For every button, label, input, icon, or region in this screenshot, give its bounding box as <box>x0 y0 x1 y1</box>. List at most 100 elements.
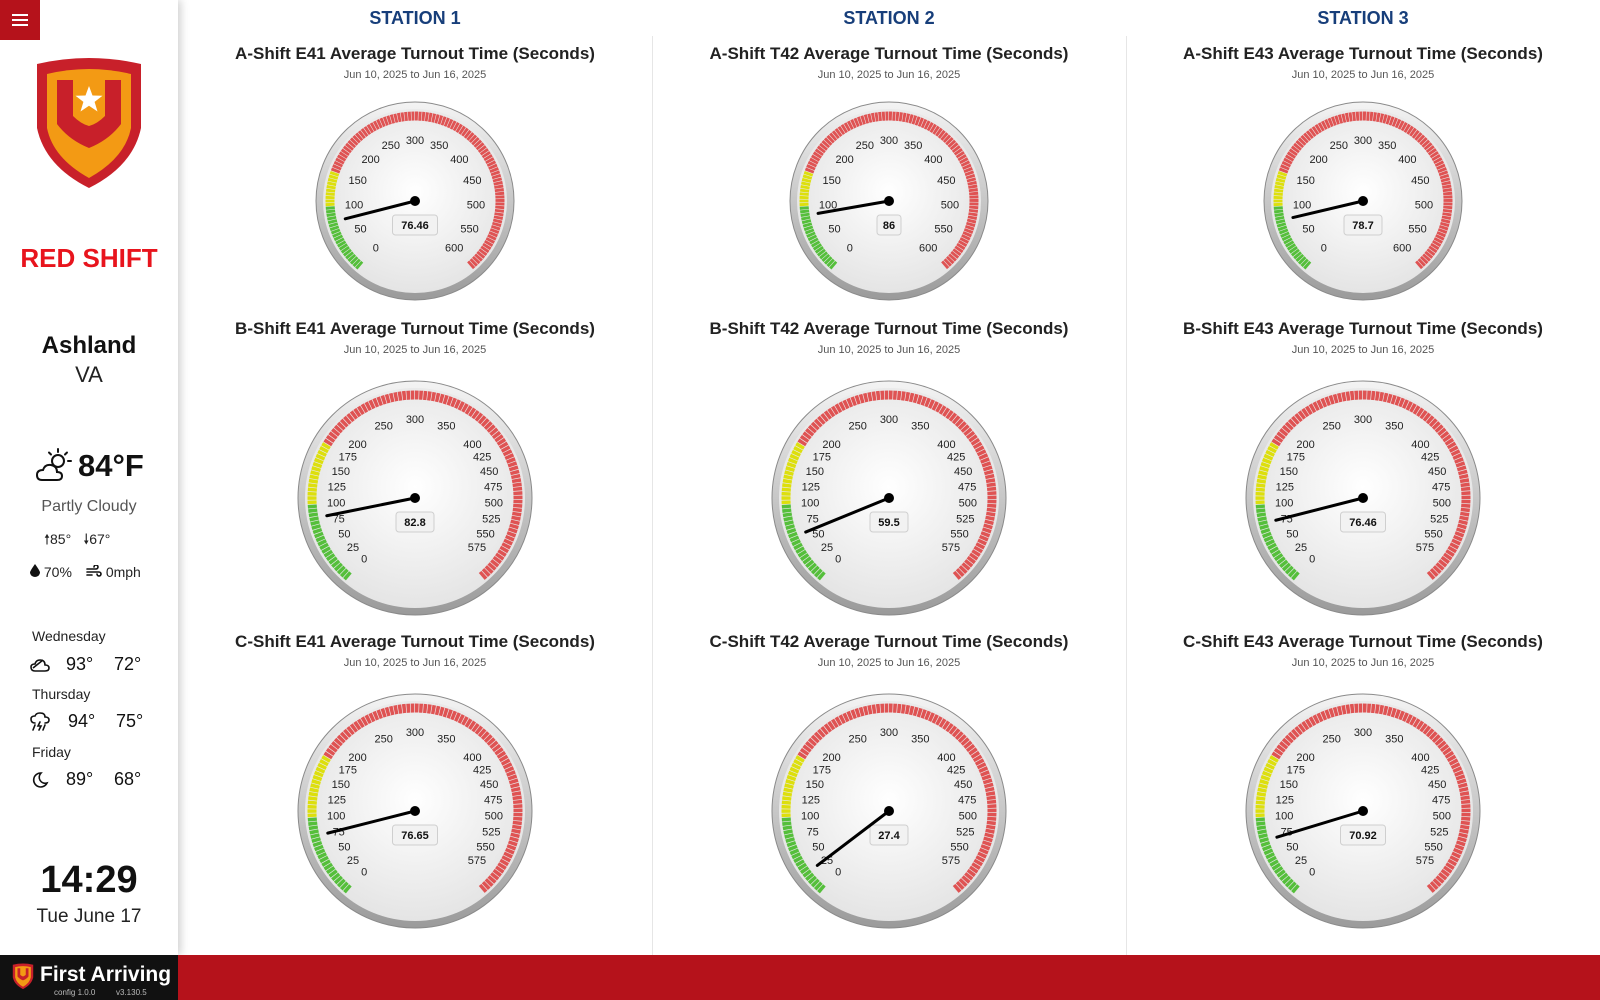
gauge-tick-label: 400 <box>463 752 481 764</box>
gauge-band-segment <box>984 473 995 480</box>
gauge-band-segment <box>1426 883 1436 893</box>
gauge-tick-label: 25 <box>1295 855 1307 867</box>
gauge-band-segment <box>810 421 820 431</box>
gauge-band-segment <box>858 393 865 404</box>
gauge-tick-label: 75 <box>333 513 345 525</box>
gauge-tick-label: 25 <box>347 542 359 554</box>
gauge-tick-label: 150 <box>822 175 840 187</box>
gauge-band-segment <box>393 392 399 402</box>
gauge-title: C-Shift T42 Average Turnout Time (Second… <box>709 632 1069 651</box>
gauge-value-box <box>395 511 435 533</box>
gauge-band-segment <box>1317 122 1325 132</box>
gauge-band-segment <box>329 225 340 232</box>
gauge-band-segment <box>368 399 376 410</box>
gauge-band-segment <box>981 527 992 534</box>
gauge-band-segment <box>1330 116 1337 126</box>
gauge-value-label: 59.5 <box>878 517 899 529</box>
gauge-band-segment <box>791 852 801 860</box>
gauge-band-segment <box>949 142 959 151</box>
gauge-tick-label: 300 <box>1354 414 1372 426</box>
gauge-band-segment <box>786 461 797 469</box>
gauge-needle <box>325 496 417 518</box>
gauge-band-segment <box>1419 136 1428 146</box>
gauge-tick-label: 475 <box>484 482 502 494</box>
gauge-band-segment <box>333 234 344 242</box>
gauge-tick-label: 575 <box>468 542 486 554</box>
gauge-tick-label: 175 <box>813 452 831 464</box>
gauge-band-segment <box>817 571 826 581</box>
gauge-band-segment <box>1440 868 1450 878</box>
gauge-value-label: 82.8 <box>404 517 425 529</box>
gauge-subtitle: Jun 10, 2025 to Jun 16, 2025 <box>817 69 961 81</box>
gauge-tick-label: 100 <box>1275 498 1293 510</box>
gauge-band-segment <box>474 412 484 422</box>
gauge-band-segment <box>983 469 994 476</box>
gauge-band-segment <box>1444 437 1455 446</box>
gauge-title: C-Shift E41 Average Turnout Time (Second… <box>235 632 595 651</box>
gauge-band-segment <box>926 121 934 132</box>
gauge-band-segment <box>957 734 967 743</box>
gauge-band-segment <box>846 397 854 408</box>
gauge-band-segment <box>461 403 469 413</box>
gauge-band-segment <box>490 170 501 177</box>
gauge-band-segment <box>506 457 516 464</box>
gauge-needle <box>1275 809 1365 839</box>
gauge-tick-label: 75 <box>807 513 819 525</box>
gauge-band-segment <box>310 470 320 476</box>
gauge-band-segment <box>384 706 391 717</box>
gauge-band-segment <box>786 840 797 848</box>
gauge-title: A-Shift T42 Average Turnout Time (Second… <box>709 44 1069 63</box>
gauge-band-segment <box>942 134 952 144</box>
gauge-band-segment <box>862 705 869 716</box>
gauge-tick-label: 50 <box>828 223 840 235</box>
gauge-tick-label: 100 <box>801 498 819 510</box>
gauge-band-segment <box>1284 565 1294 575</box>
gauge-band-segment <box>1260 840 1271 848</box>
gauge-band-segment <box>1294 412 1303 423</box>
gauge-subtitle: Jun 10, 2025 to Jun 16, 2025 <box>343 344 487 356</box>
gauge-band-segment <box>332 231 342 238</box>
gauge-band-segment <box>911 115 918 125</box>
gauge-band-segment <box>795 442 805 450</box>
gauge-band-segment <box>863 114 870 124</box>
gauge-band-segment <box>474 725 484 735</box>
gauge-band-segment <box>1316 399 1324 410</box>
gauge-band-segment <box>1454 531 1465 538</box>
gauge-band-segment <box>965 173 976 180</box>
gauge-band-segment <box>443 117 450 127</box>
gauge-band-segment <box>1397 120 1405 130</box>
gauge-band-segment <box>979 534 989 542</box>
gauge-tick-label: 575 <box>468 855 486 867</box>
gauge-band-segment <box>1440 218 1451 224</box>
gauge-tick-label: 100 <box>327 811 345 823</box>
gauge-band-segment <box>854 708 861 718</box>
gauge-tick-label: 200 <box>1309 154 1327 166</box>
gauge-band-segment <box>336 734 346 744</box>
gauge-band-segment <box>333 562 343 572</box>
hamburger-menu-button[interactable] <box>0 0 40 40</box>
gauge-band-segment <box>920 396 927 406</box>
gauge-band-segment <box>981 774 992 781</box>
gauge-tick-label: 25 <box>821 855 833 867</box>
gauge-band-segment <box>799 434 810 443</box>
gauge-band-segment <box>958 240 968 248</box>
gauge-band-segment <box>310 520 320 526</box>
gauge-band-segment <box>1281 424 1291 434</box>
gauge-band-segment <box>360 128 369 138</box>
gauge-tick-label: 175 <box>339 765 357 777</box>
gauge-band-segment <box>803 170 814 177</box>
gauge-band-segment <box>325 866 336 875</box>
gauge-band-segment <box>1308 716 1317 726</box>
gauge-band-segment <box>1460 824 1470 830</box>
gauge-tick-label: 50 <box>812 841 824 853</box>
gauge-band-segment <box>330 228 341 235</box>
gauge-band-segment <box>457 401 465 411</box>
gauge-band-segment <box>977 851 987 859</box>
gauge-band-segment <box>505 534 515 542</box>
gauge-tick-label: 400 <box>924 154 942 166</box>
gauge-band-segment <box>811 240 821 248</box>
gauge-tick-label: 525 <box>482 513 500 525</box>
gauge-tick-label: 500 <box>485 498 503 510</box>
gauge-band-segment <box>970 437 981 446</box>
gauge-band-segment <box>430 391 437 402</box>
